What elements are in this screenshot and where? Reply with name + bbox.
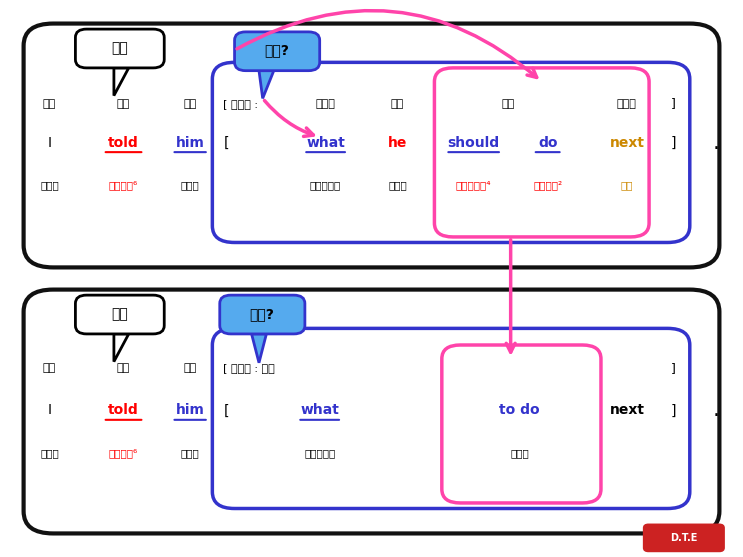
Text: ]: ] (671, 403, 676, 417)
FancyBboxPatch shape (235, 32, 319, 71)
Text: next: next (609, 403, 644, 417)
Text: 주어: 주어 (43, 363, 56, 373)
FancyBboxPatch shape (212, 329, 690, 509)
Text: I: I (48, 403, 51, 417)
Text: [ 명사절 :: [ 명사절 : (224, 99, 259, 109)
Text: 주어: 주어 (43, 99, 56, 109)
Text: 간목: 간목 (184, 363, 197, 373)
Text: 명사구: 명사구 (510, 448, 529, 458)
Text: 정형동사⁶: 정형동사⁶ (109, 180, 138, 190)
Text: do: do (538, 136, 557, 150)
Text: 무엇?: 무엇? (265, 43, 289, 57)
Polygon shape (114, 334, 129, 361)
FancyBboxPatch shape (435, 68, 649, 237)
Text: what: what (306, 136, 345, 150)
Text: told: told (108, 403, 139, 417)
Text: [ 명사구 : 직목: [ 명사구 : 직목 (224, 363, 275, 373)
Text: to do: to do (499, 403, 540, 417)
Text: .: . (713, 400, 719, 421)
Polygon shape (259, 71, 273, 99)
Text: [: [ (224, 403, 229, 417)
Text: 주어: 주어 (391, 99, 404, 109)
Text: 동사: 동사 (502, 99, 515, 109)
FancyBboxPatch shape (24, 290, 719, 534)
Text: 목적어: 목적어 (316, 99, 336, 109)
Text: him: him (175, 403, 204, 417)
Text: 수식어: 수식어 (617, 99, 637, 109)
Text: 대명사: 대명사 (181, 180, 200, 190)
Text: ]: ] (671, 362, 676, 375)
Text: 주절: 주절 (111, 307, 129, 321)
Text: next: next (609, 136, 644, 150)
Text: 정형조동사⁴: 정형조동사⁴ (456, 180, 491, 190)
Text: 동사원형²: 동사원형² (533, 180, 562, 190)
FancyBboxPatch shape (24, 23, 719, 267)
Text: told: told (108, 136, 139, 150)
FancyBboxPatch shape (442, 345, 601, 503)
Text: [: [ (224, 136, 229, 150)
FancyBboxPatch shape (220, 295, 305, 334)
FancyBboxPatch shape (75, 295, 164, 334)
FancyArrowPatch shape (237, 11, 536, 77)
Text: 부사: 부사 (620, 180, 633, 190)
FancyBboxPatch shape (75, 29, 164, 68)
Polygon shape (114, 68, 129, 96)
Text: .: . (713, 133, 719, 153)
FancyArrowPatch shape (265, 100, 314, 136)
Text: 주절: 주절 (111, 42, 129, 56)
Text: 의문대명사: 의문대명사 (304, 448, 335, 458)
Text: ]: ] (671, 136, 676, 150)
FancyBboxPatch shape (212, 62, 690, 242)
Text: 대명사: 대명사 (388, 180, 406, 190)
Text: 정형동사⁶: 정형동사⁶ (109, 448, 138, 458)
Text: ]: ] (671, 97, 676, 110)
Text: 대명사: 대명사 (40, 448, 59, 458)
Text: should: should (447, 136, 500, 150)
Text: he: he (388, 136, 407, 150)
FancyBboxPatch shape (644, 525, 724, 551)
Text: 대명사: 대명사 (181, 448, 200, 458)
Text: him: him (175, 136, 204, 150)
Polygon shape (252, 334, 267, 363)
Text: 대명사: 대명사 (40, 180, 59, 190)
Text: 무엇?: 무엇? (250, 307, 274, 321)
Text: I: I (48, 136, 51, 150)
Text: 동사: 동사 (117, 99, 130, 109)
Text: 간목: 간목 (184, 99, 197, 109)
Text: D.T.E: D.T.E (670, 533, 698, 543)
Text: 의문대명사: 의문대명사 (310, 180, 341, 190)
Text: 동사: 동사 (117, 363, 130, 373)
Text: what: what (300, 403, 339, 417)
